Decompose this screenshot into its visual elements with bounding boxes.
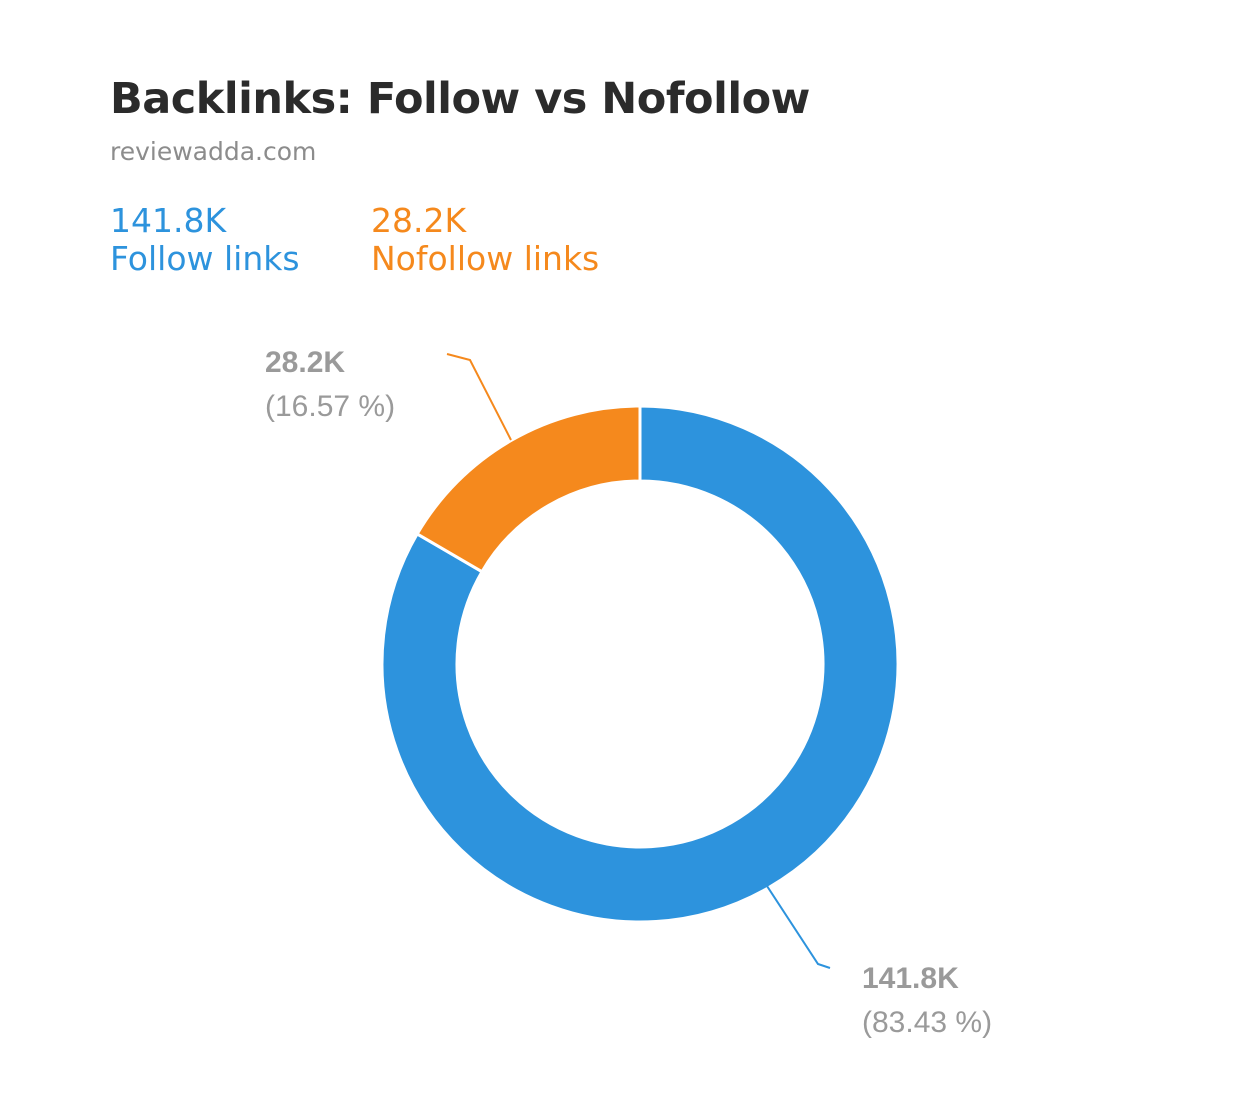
leader-line-follow	[766, 885, 831, 969]
donut-slice-follow[interactable]	[380, 404, 900, 924]
legend-item-nofollow[interactable]: 28.2K Nofollow links	[371, 202, 599, 278]
donut-slices	[380, 404, 900, 924]
legend-value-follow: 141.8K	[110, 201, 227, 240]
leader-line-nofollow	[446, 353, 512, 441]
slice-labels: 141.8K (83.43 %) 28.2K (16.57 %)	[265, 346, 992, 1039]
legend-item-follow[interactable]: 141.8K Follow links	[110, 202, 300, 278]
legend-value-nofollow: 28.2K	[371, 201, 467, 240]
slice-percent-label-follow: (83.43 %)	[862, 1006, 992, 1039]
donut-slice-nofollow[interactable]	[415, 404, 642, 574]
legend-label-nofollow: Nofollow links	[371, 239, 600, 278]
slice-value-label-nofollow: 28.2K	[265, 346, 345, 379]
slice-percent-label-nofollow: (16.57 %)	[265, 390, 395, 423]
slice-value-label-follow: 141.8K	[862, 962, 959, 995]
chart-subtitle: reviewadda.com	[110, 137, 317, 166]
chart-title: Backlinks: Follow vs Nofollow	[110, 74, 810, 124]
legend-label-follow: Follow links	[110, 239, 300, 278]
leader-lines	[446, 353, 831, 969]
